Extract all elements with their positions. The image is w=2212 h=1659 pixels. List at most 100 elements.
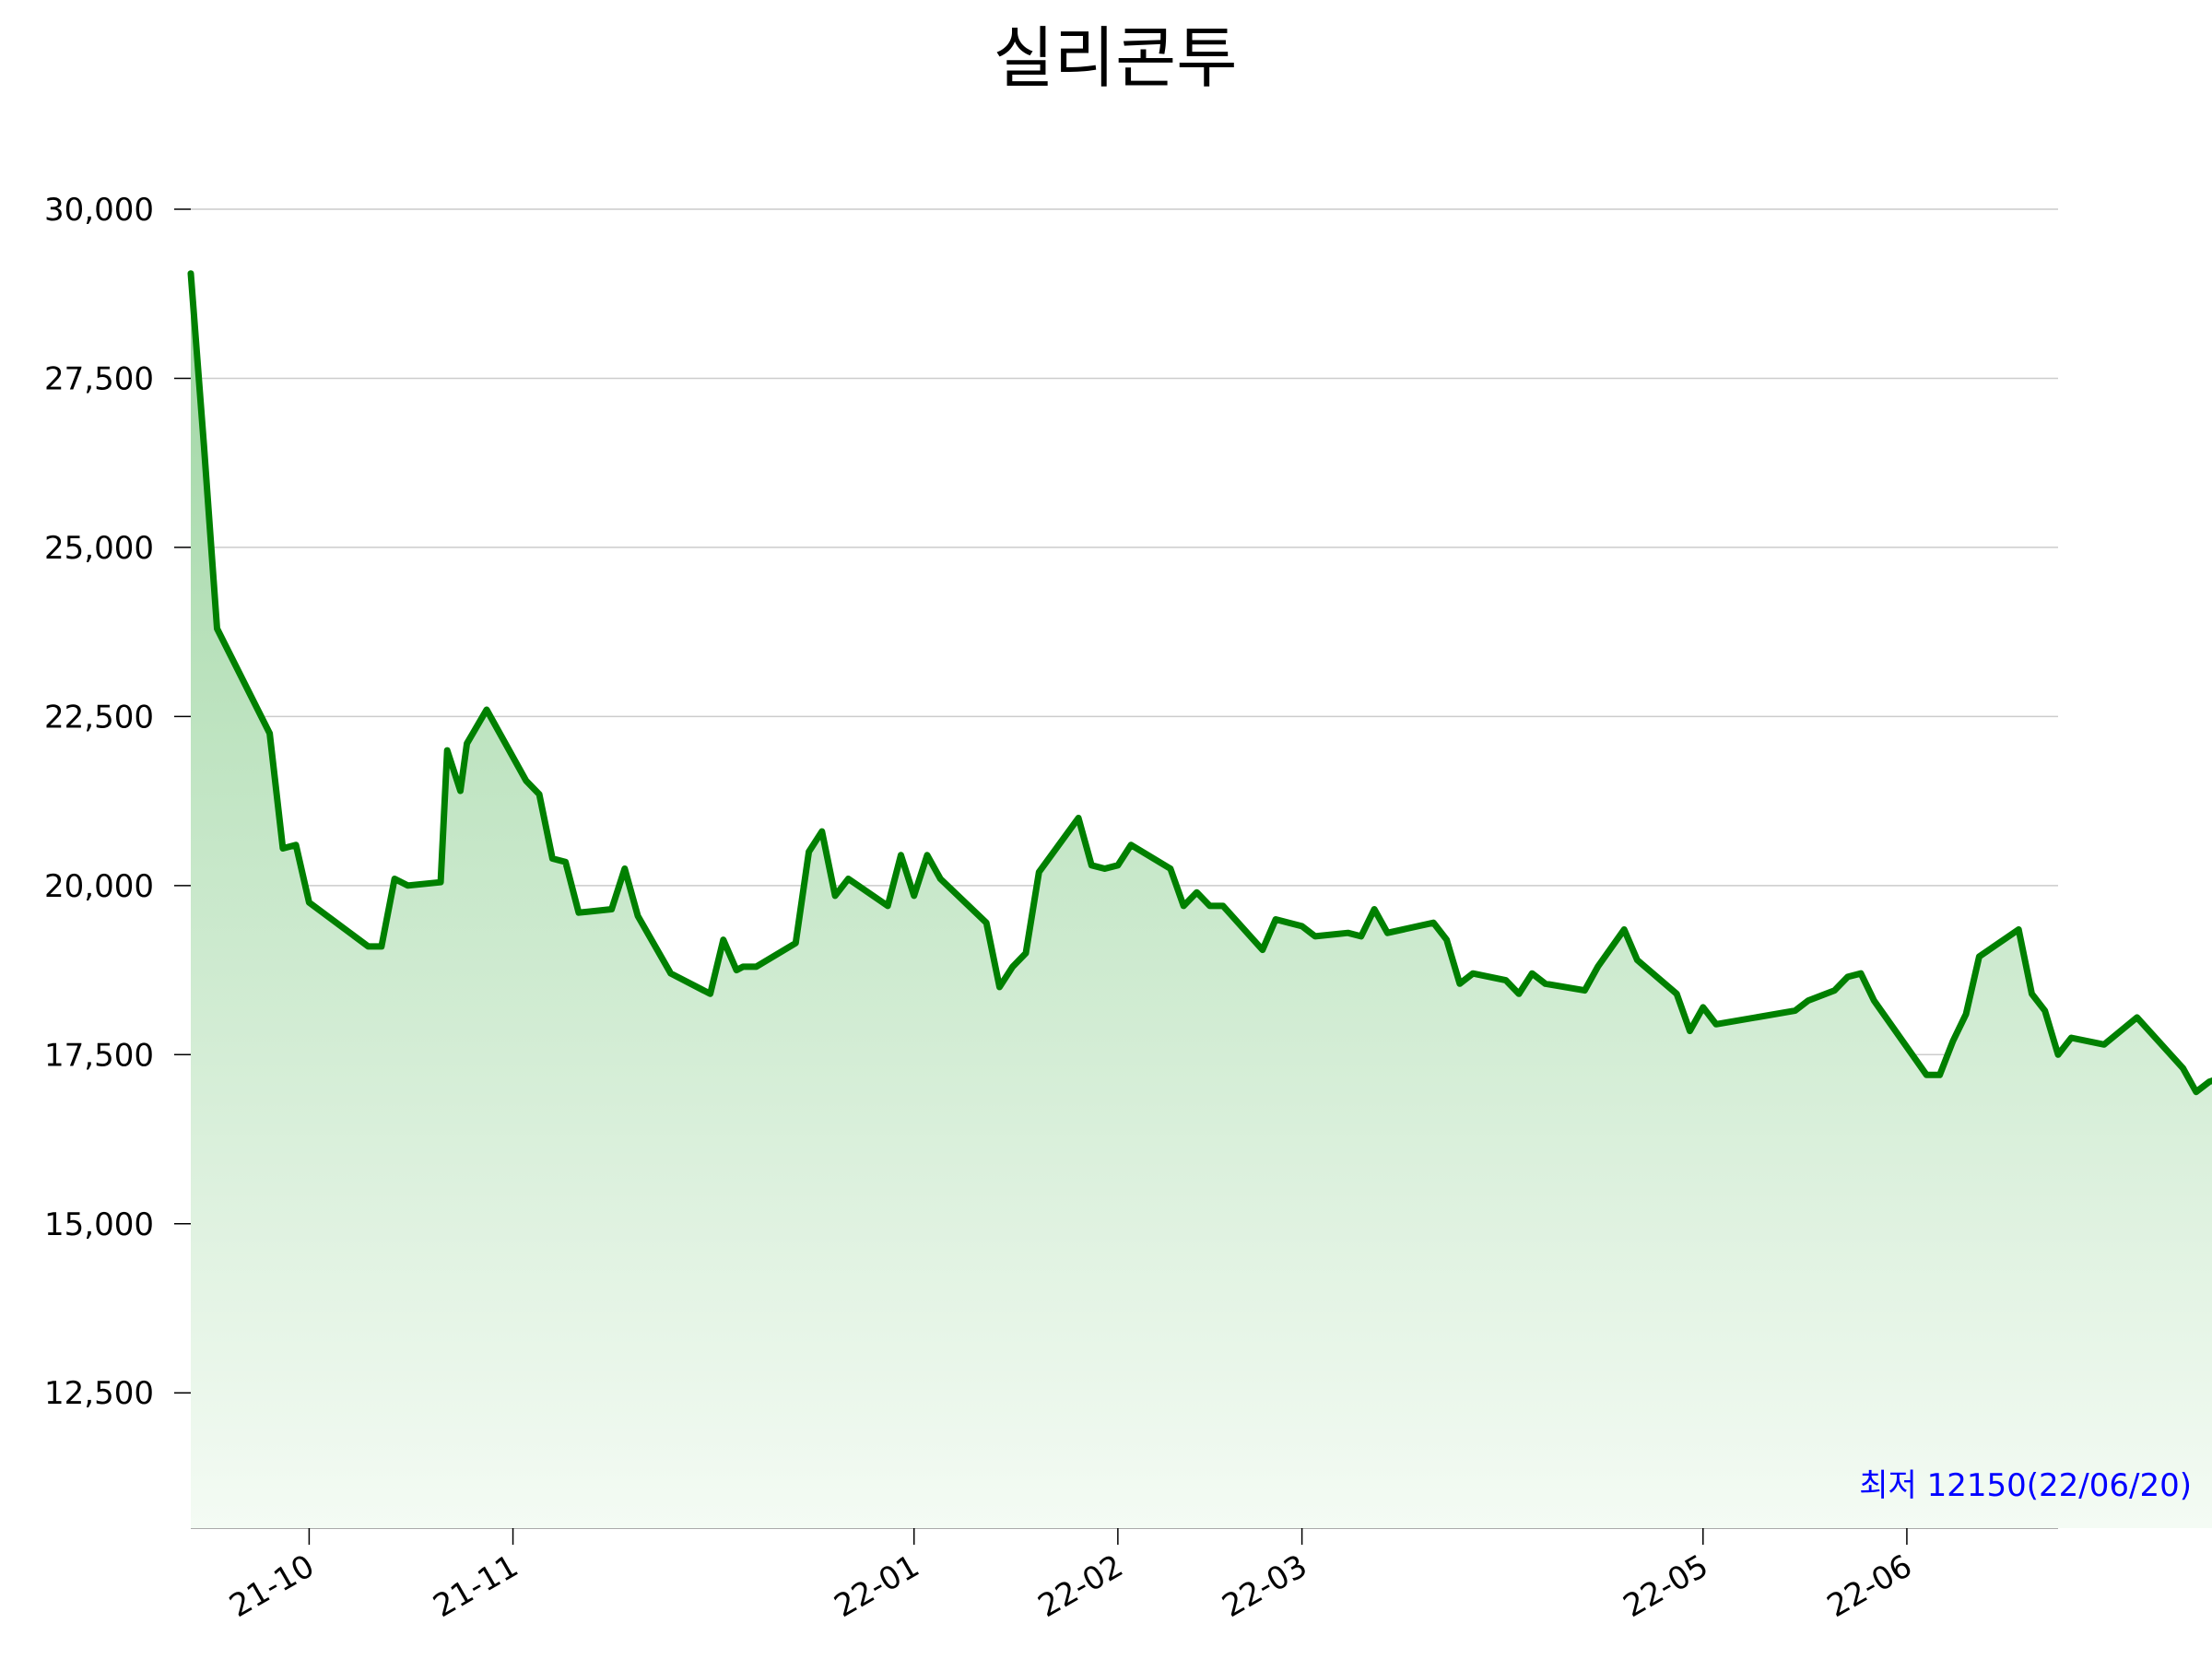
price-point — [2018, 929, 2019, 931]
price-point — [2183, 1067, 2184, 1069]
y-tick-label: 12,500 — [44, 1375, 154, 1412]
annotation-layer: 19600 최저 12150(22/06/20) — [1859, 1467, 2192, 1504]
price-point — [926, 854, 928, 856]
price-point — [1715, 1023, 1717, 1025]
price-point — [1432, 922, 1434, 924]
price-point — [735, 970, 737, 971]
price-point — [794, 942, 796, 944]
price-point — [1090, 865, 1092, 866]
price-point — [2031, 993, 2033, 994]
price-point — [486, 709, 488, 711]
price-point — [742, 966, 744, 968]
price-point — [1834, 990, 1836, 992]
price-point — [670, 972, 672, 974]
y-tick-label: 25,000 — [44, 530, 154, 567]
price-point — [1386, 932, 1388, 934]
price-point — [1623, 929, 1625, 931]
price-point — [1965, 1013, 1967, 1015]
price-point — [565, 861, 567, 863]
price-point — [2136, 1017, 2138, 1018]
y-tick-label: 17,500 — [44, 1037, 154, 1074]
x-tick-label: 22-02 — [1032, 1547, 1130, 1625]
price-point — [834, 895, 836, 897]
price-point — [1373, 909, 1375, 911]
price-point — [578, 912, 580, 913]
price-point — [1518, 993, 1520, 994]
price-point — [446, 749, 448, 751]
x-tick-label: 22-01 — [829, 1547, 926, 1625]
price-line — [187, 270, 2212, 1096]
price-point — [406, 885, 408, 887]
y-tick-label: 30,000 — [44, 192, 154, 229]
price-point — [1583, 990, 1585, 992]
price-point — [1860, 972, 1862, 974]
price-point — [466, 743, 468, 745]
x-tick-label: 21-10 — [223, 1547, 321, 1625]
x-tick-label: 22-06 — [1821, 1547, 1919, 1625]
price-point — [1170, 868, 1171, 870]
price-point — [217, 628, 218, 629]
price-point — [808, 851, 810, 853]
price-point — [1196, 891, 1198, 893]
price-point — [1077, 818, 1079, 819]
price-point — [1275, 919, 1277, 921]
price-point — [985, 922, 987, 924]
price-point — [1636, 959, 1638, 961]
price-point — [2195, 1091, 2197, 1093]
price-point — [2103, 1043, 2105, 1045]
price-point — [1262, 949, 1264, 951]
price-point — [381, 946, 382, 947]
price-point — [538, 794, 540, 795]
price-point — [2044, 1010, 2046, 1012]
price-point — [1446, 939, 1448, 941]
y-tick-label: 20,000 — [44, 868, 154, 905]
price-point — [1347, 932, 1349, 934]
price-point — [1314, 935, 1316, 937]
price-point — [2057, 1053, 2059, 1055]
price-point — [2070, 1037, 2072, 1039]
price-point — [1209, 905, 1211, 907]
price-point — [847, 878, 849, 880]
price-point — [308, 901, 310, 903]
price-point — [525, 780, 527, 782]
price-point — [1689, 1030, 1691, 1032]
price-point — [2208, 1081, 2210, 1083]
price-point — [1597, 966, 1599, 968]
price-point — [723, 939, 724, 941]
price-point — [1222, 905, 1224, 907]
price-point — [1807, 1000, 1809, 1002]
price-point — [203, 445, 205, 447]
price-point — [821, 830, 823, 832]
chart-title: 실리콘투 — [994, 19, 1238, 97]
price-point — [1925, 1074, 1927, 1076]
price-point — [1978, 956, 1980, 958]
price-point — [637, 915, 639, 917]
y-tick-label: 27,500 — [44, 360, 154, 397]
price-point — [1301, 925, 1303, 927]
price-point — [1038, 871, 1040, 873]
min-value-label: 최저 12150(22/06/20) — [1859, 1467, 2192, 1504]
price-point — [1459, 982, 1461, 984]
price-point — [1873, 1000, 1875, 1002]
y-tick-label: 15,000 — [44, 1206, 154, 1243]
price-point — [624, 868, 626, 870]
price-point — [1117, 865, 1119, 866]
x-tick-label: 21-11 — [427, 1547, 524, 1625]
price-point — [999, 986, 1001, 988]
price-point — [1505, 980, 1507, 982]
price-point — [1794, 1010, 1796, 1012]
price-point — [295, 844, 297, 846]
price-point — [394, 878, 395, 880]
price-point — [1012, 966, 1014, 968]
price-point — [551, 858, 553, 860]
price-point — [1182, 905, 1184, 907]
price-point — [460, 790, 462, 792]
price-point — [1847, 976, 1849, 978]
series-layer — [187, 270, 2212, 1528]
price-point — [1545, 982, 1547, 984]
price-point — [1025, 952, 1027, 954]
price-point — [1939, 1074, 1941, 1076]
price-point — [1130, 844, 1132, 846]
price-point — [368, 946, 370, 947]
